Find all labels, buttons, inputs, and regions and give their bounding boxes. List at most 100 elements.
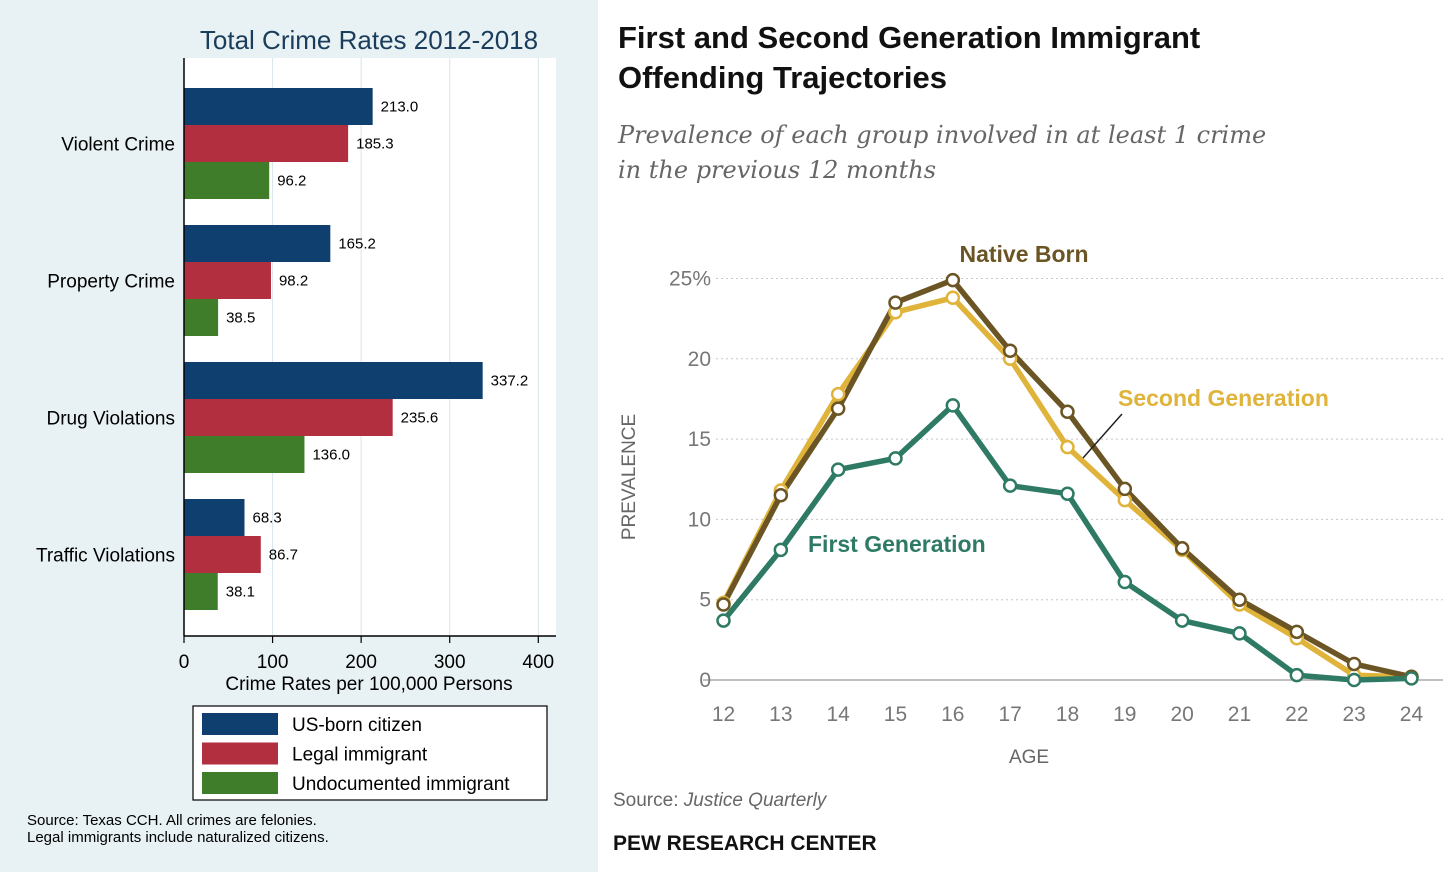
bar-value-label: 68.3 <box>252 510 281 527</box>
line-chart-title-line-1: First and Second Generation Immigrant <box>618 20 1200 55</box>
point-first-generation <box>1117 574 1133 590</box>
bar-legal-immigrant <box>184 399 393 436</box>
pew-brand: PEW RESEARCH CENTER <box>613 832 877 855</box>
point-native-born <box>1289 624 1305 640</box>
bar-us-born-citizen <box>184 499 245 536</box>
line-x-tick-label: 20 <box>1170 703 1193 726</box>
bar-legend: US-born citizen Legal immigrant Undocument… <box>192 705 548 801</box>
point-first-generation <box>888 451 903 466</box>
bar-source-line-1: Source: Texas CCH. All crimes are feloni… <box>27 812 317 829</box>
bar-chart: Total Crime Rates 2012-2018 213.0 185.3 96… <box>27 25 556 846</box>
right-chart-panel: First and Second Generation Immigrant Of… <box>598 0 1456 872</box>
series-line-native-born <box>720 277 1415 680</box>
bar-legend-label: Legal immigrant <box>292 745 428 766</box>
point-native-born <box>1232 592 1247 607</box>
line-x-tick-label: 14 <box>826 703 850 726</box>
bar-category-label: Violent Crime <box>61 135 175 156</box>
bar-legal-immigrant <box>184 262 271 299</box>
line-y-tick-label: 5 <box>699 589 711 612</box>
left-chart-panel: Total Crime Rates 2012-2018 213.0 185.3 96… <box>0 0 598 872</box>
second-generation-pointer <box>1082 413 1123 459</box>
line-chart-subtitle-line-1: Prevalence of each group involved in at … <box>617 121 1266 149</box>
point-first-generation <box>945 398 961 413</box>
bar-source-line-2: Legal immigrants include naturalized cit… <box>27 829 329 846</box>
line-source-label: Source: <box>613 790 678 811</box>
bar-us-born-citizen <box>184 225 331 262</box>
line-source: Source: Justice Quarterly <box>613 790 828 811</box>
bar-x-tick-label: 200 <box>345 652 377 673</box>
line-x-tick-label: 19 <box>1113 703 1136 726</box>
line-x-tick-label: 18 <box>1056 703 1079 726</box>
bar-value-label: 38.1 <box>226 584 255 601</box>
bar-category-label: Property Crime <box>47 272 175 293</box>
bar-undocumented-immigrant <box>184 299 219 336</box>
point-first-generation <box>1060 486 1075 501</box>
line-chart-title-line-2: Offending Trajectories <box>618 60 947 95</box>
line-y-tick-label: 20 <box>688 348 711 371</box>
line-x-tick-label: 21 <box>1228 703 1251 726</box>
bar-chart-title: Total Crime Rates 2012-2018 <box>200 25 538 55</box>
line-x-tick-label: 13 <box>769 703 792 726</box>
bar-legal-immigrant <box>184 125 349 162</box>
series-label-native-born: Native Born <box>959 241 1088 267</box>
bar-legend-label: US-born citizen <box>292 715 422 736</box>
bar-undocumented-immigrant <box>184 573 218 610</box>
point-native-born <box>1346 656 1362 672</box>
point-first-generation <box>1174 613 1190 628</box>
series-label-second-generation: Second Generation <box>1118 385 1329 411</box>
line-y-tick-label: 15 <box>688 428 711 451</box>
bar-value-label: 165.2 <box>338 236 376 253</box>
point-first-generation <box>1404 671 1419 686</box>
point-first-generation <box>773 542 789 558</box>
point-first-generation <box>1289 667 1305 683</box>
line-y-tick-label: 25% <box>669 268 711 291</box>
point-native-born <box>1060 404 1075 420</box>
bar-undocumented-immigrant <box>184 162 270 199</box>
point-first-generation <box>830 462 846 477</box>
bar-value-label: 136.0 <box>312 447 350 464</box>
line-x-tick-label: 16 <box>941 703 964 726</box>
point-first-generation <box>1002 478 1018 493</box>
line-x-tick-label: 17 <box>998 703 1021 726</box>
bar-undocumented-immigrant <box>184 436 305 473</box>
bar-value-label: 213.0 <box>381 99 419 116</box>
bar-x-tick-label: 0 <box>179 652 190 673</box>
bar-x-tick-label: 400 <box>522 652 554 673</box>
line-source-name: Justice Quarterly <box>683 790 828 811</box>
line-chart-subtitle-line-2: in the previous 12 months <box>618 156 936 184</box>
line-x-tick-label: 15 <box>884 703 907 726</box>
bar-legend-swatch <box>202 742 278 765</box>
bar-legend-label: Undocumented immigrant <box>292 774 510 795</box>
bar-legal-immigrant <box>184 536 261 573</box>
bar-category-label: Traffic Violations <box>36 546 175 567</box>
bar-value-label: 38.5 <box>226 310 255 327</box>
line-chart: First and Second Generation Immigrant Of… <box>613 20 1443 855</box>
bar-us-born-citizen <box>184 88 373 125</box>
point-native-born <box>888 295 903 310</box>
line-x-tick-label: 22 <box>1285 703 1308 726</box>
point-native-born <box>1002 343 1018 359</box>
point-native-born <box>1117 481 1133 497</box>
bar-legend-swatch <box>202 713 278 735</box>
series-label-first-generation: First Generation <box>808 531 986 557</box>
bar-category-label: Drug Violations <box>46 409 175 430</box>
bar-x-tick-label: 300 <box>434 652 466 673</box>
point-second-generation <box>945 290 961 306</box>
point-native-born <box>945 272 961 288</box>
line-x-axis-label: AGE <box>1009 747 1049 768</box>
line-y-axis-label: PREVALENCE <box>619 414 640 540</box>
point-native-born <box>1174 541 1190 556</box>
bar-value-label: 185.3 <box>356 136 394 153</box>
point-first-generation <box>1232 626 1247 641</box>
bar-value-label: 337.2 <box>491 373 529 390</box>
line-y-tick-label: 10 <box>688 508 711 531</box>
point-second-generation <box>830 386 846 402</box>
bar-us-born-citizen <box>184 362 483 399</box>
point-second-generation <box>1060 439 1075 455</box>
point-native-born <box>716 597 731 612</box>
point-native-born <box>773 488 789 503</box>
point-first-generation <box>1346 672 1362 688</box>
line-x-tick-label: 12 <box>712 703 735 726</box>
bar-value-label: 98.2 <box>279 273 308 290</box>
bar-x-axis-label: Crime Rates per 100,000 Persons <box>225 674 512 695</box>
